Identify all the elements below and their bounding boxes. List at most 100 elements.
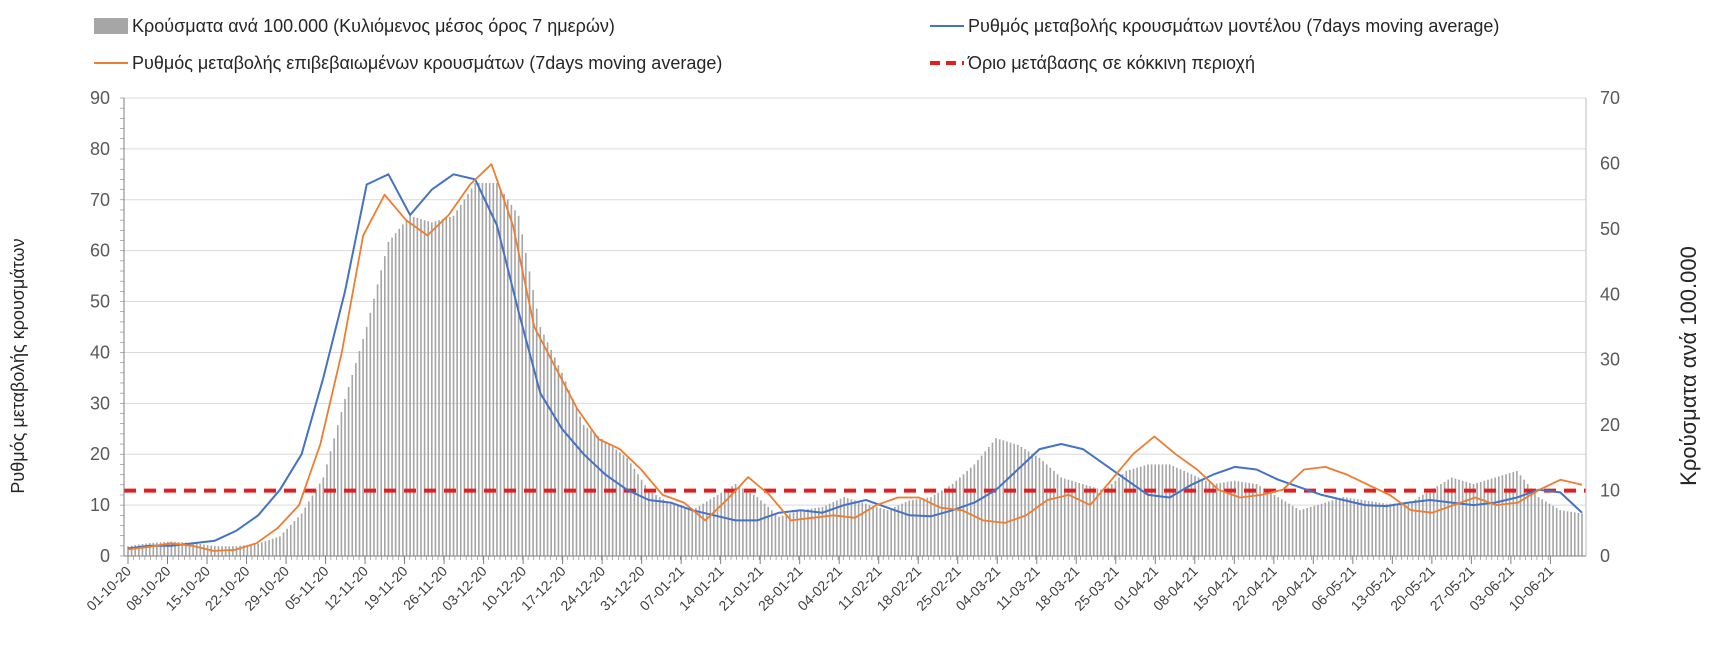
- bar: [275, 537, 278, 556]
- bar: [836, 500, 838, 556]
- bar: [619, 452, 621, 556]
- bar: [1136, 467, 1138, 556]
- bar: [1237, 481, 1240, 556]
- bar: [1353, 498, 1355, 556]
- bar: [622, 455, 625, 556]
- bar: [1396, 503, 1399, 556]
- bar: [1476, 482, 1478, 556]
- bar: [1461, 480, 1464, 556]
- bar: [199, 544, 202, 556]
- bar: [1197, 477, 1200, 556]
- bar: [1176, 467, 1178, 556]
- bar: [785, 514, 788, 556]
- bar: [1302, 509, 1305, 556]
- bar: [289, 524, 292, 556]
- bar: [1252, 483, 1254, 556]
- bar: [919, 498, 921, 556]
- bar: [250, 544, 252, 556]
- bar: [1559, 510, 1562, 556]
- bar: [1078, 482, 1081, 556]
- x-tick-label: 10-06-21: [1506, 563, 1557, 614]
- bar: [1009, 442, 1012, 556]
- bar: [940, 490, 943, 556]
- y-right-tick-label: 0: [1600, 546, 1610, 566]
- bar: [709, 499, 712, 556]
- bar: [459, 204, 462, 556]
- bar: [1523, 479, 1525, 556]
- bar: [832, 502, 835, 556]
- bar: [1053, 470, 1055, 556]
- bar: [557, 365, 560, 556]
- bar: [181, 542, 184, 556]
- bar: [286, 528, 288, 556]
- bar: [1125, 470, 1128, 556]
- bar: [846, 498, 849, 556]
- bar: [973, 464, 976, 556]
- bar: [1288, 503, 1290, 556]
- bar: [1573, 512, 1576, 556]
- bar: [1060, 477, 1062, 556]
- bar: [438, 220, 440, 556]
- bar: [416, 217, 419, 556]
- bar: [713, 497, 715, 556]
- bar: [1042, 461, 1044, 556]
- bar: [1118, 477, 1120, 556]
- bar: [1537, 497, 1540, 556]
- bar: [814, 508, 817, 556]
- bar: [145, 543, 147, 556]
- bar: [1132, 468, 1135, 556]
- bar: [1371, 501, 1374, 556]
- bar: [1443, 481, 1446, 556]
- bar: [1262, 488, 1265, 556]
- bar: [192, 542, 194, 556]
- bar: [340, 412, 343, 556]
- bar: [1479, 481, 1482, 556]
- bar: [391, 237, 393, 557]
- bar: [242, 545, 245, 556]
- legend-item: Ρυθμός μεταβολής κρουσμάτων μοντέλου (7d…: [930, 16, 1499, 36]
- bar: [1432, 488, 1435, 556]
- bar: [995, 438, 997, 556]
- bar: [1082, 484, 1084, 556]
- bar: [658, 497, 661, 556]
- bar: [398, 228, 401, 556]
- bar: [908, 500, 911, 556]
- y-right-tick-label: 10: [1600, 481, 1620, 501]
- bar: [572, 398, 574, 556]
- bar: [629, 463, 632, 556]
- bar: [912, 499, 914, 556]
- bar: [1324, 502, 1327, 556]
- bar: [1483, 480, 1486, 556]
- bar: [510, 204, 513, 556]
- bar: [1168, 464, 1171, 556]
- bar: [893, 506, 896, 556]
- bar: [525, 252, 527, 556]
- bar: [1519, 475, 1522, 556]
- y-left-tick-label: 30: [90, 393, 110, 413]
- bar: [470, 188, 473, 556]
- bar: [344, 398, 346, 556]
- bar: [1393, 503, 1395, 556]
- bar: [991, 442, 994, 556]
- bar: [879, 508, 882, 556]
- bar: [1487, 479, 1489, 556]
- bar: [977, 460, 979, 556]
- bar: [492, 183, 495, 557]
- bar: [901, 503, 903, 556]
- bar: [387, 241, 390, 556]
- bar: [1161, 464, 1164, 556]
- bar: [1092, 487, 1095, 556]
- bar: [937, 492, 940, 556]
- bar: [1400, 503, 1402, 556]
- bar: [611, 446, 614, 556]
- bar: [1013, 443, 1015, 556]
- bar: [1328, 501, 1330, 556]
- bar: [539, 327, 542, 556]
- bar: [582, 425, 585, 556]
- bar: [749, 492, 751, 556]
- bar: [1295, 508, 1298, 556]
- bar: [564, 381, 567, 556]
- bar: [593, 433, 596, 556]
- bar: [394, 233, 397, 556]
- bar: [1407, 503, 1410, 556]
